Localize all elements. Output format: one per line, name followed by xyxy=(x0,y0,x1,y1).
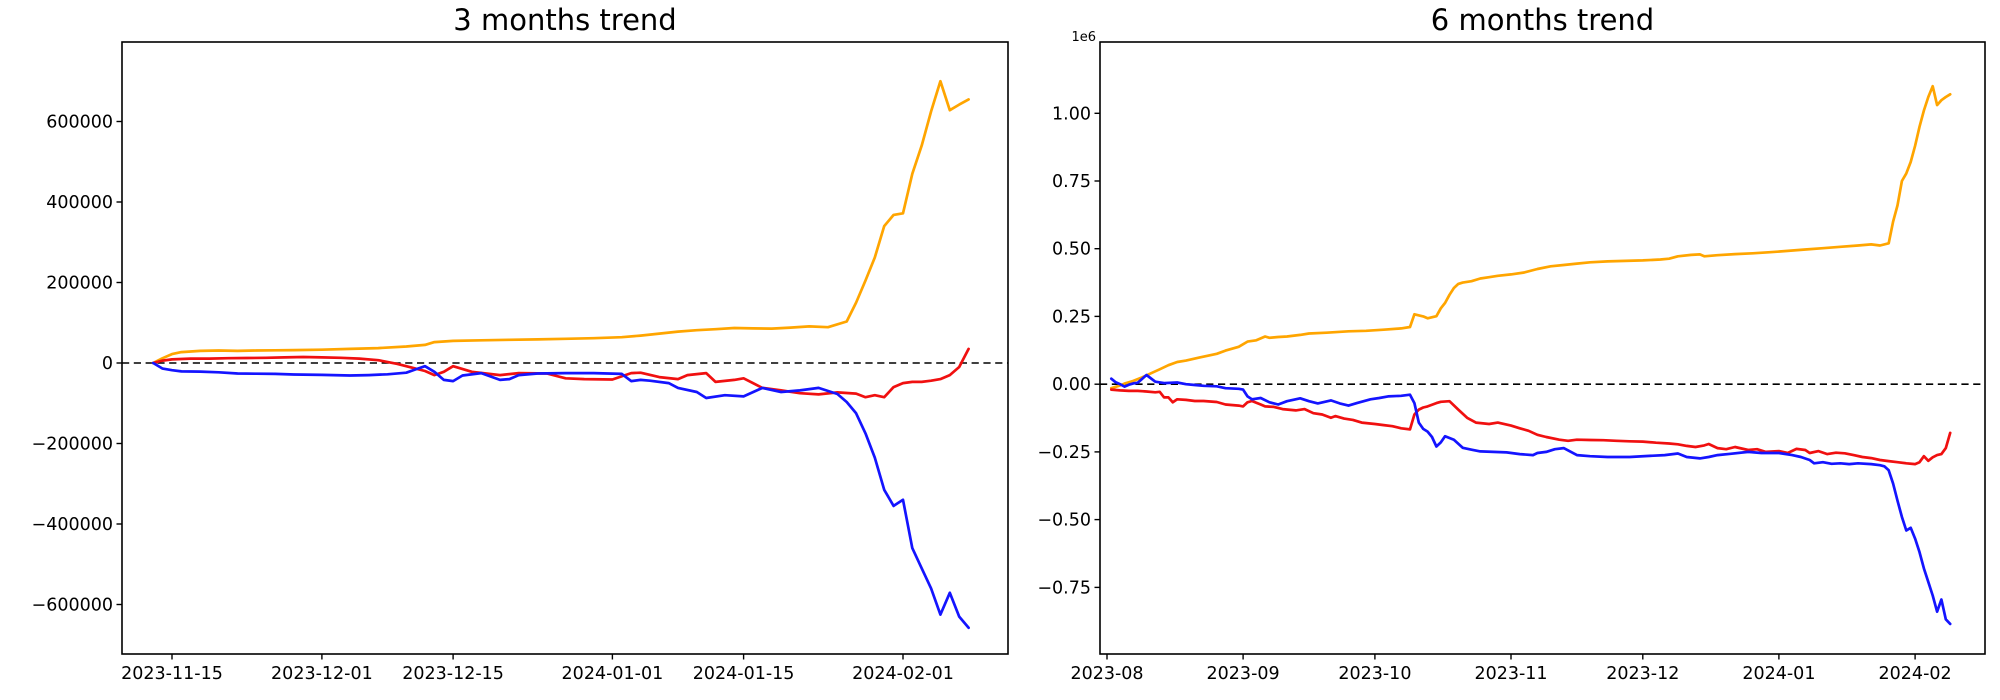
series-blue-line xyxy=(1109,373,1952,626)
x-tick-label: 2024-01-15 xyxy=(693,664,795,684)
chart-title-6-months: 6 months trend xyxy=(1430,3,1655,37)
x-tick-label: 2024-02-01 xyxy=(852,664,954,684)
series-red-line xyxy=(1109,388,1952,466)
x-tick-label: 2023-12-15 xyxy=(402,664,504,684)
chart-title-3-months: 3 months trend xyxy=(453,3,677,37)
y-tick-label: 0.75 xyxy=(1052,172,1091,192)
y-tick-label: −0.50 xyxy=(1037,511,1091,531)
y-tick-label: 0.25 xyxy=(1052,307,1091,327)
y-tick-label: 200000 xyxy=(46,274,113,294)
x-tick-label: 2023-10 xyxy=(1338,664,1411,684)
chart-6-months-trend: 2023-08 2023-09 2023-10 2023-11 2023-12 2024-… xyxy=(1037,41,1986,684)
y-tick-label: 0.50 xyxy=(1052,240,1091,260)
y-tick-label: −400000 xyxy=(32,515,113,535)
series-orange-line xyxy=(1109,84,1952,390)
series-red-line xyxy=(151,347,970,399)
chart-3-months-trend: 2023-11-15 2023-12-01 2023-12-15 2024-01-01… xyxy=(32,41,1009,684)
x-tick-label: 2023-11-15 xyxy=(121,664,223,684)
y-tick-label: −0.75 xyxy=(1037,578,1091,598)
series-orange-line xyxy=(151,79,970,365)
x-tick-label: 2024-02 xyxy=(1879,664,1952,684)
x-tick-label: 2023-08 xyxy=(1070,664,1143,684)
x-tick-label: 2024-01-01 xyxy=(562,664,664,684)
y-tick-label: −200000 xyxy=(32,435,113,455)
y-tick-label: −0.25 xyxy=(1037,443,1091,463)
x-tick-label: 2023-12 xyxy=(1606,664,1679,684)
y-tick-label: −600000 xyxy=(32,596,113,616)
plot-frame xyxy=(1099,41,1986,655)
y-tick-label: 600000 xyxy=(46,113,113,133)
series-blue-line xyxy=(151,361,970,630)
x-tick-label: 2024-01 xyxy=(1742,664,1815,684)
x-tick-label: 2023-12-01 xyxy=(271,664,373,684)
y-tick-label: 0 xyxy=(102,354,113,374)
x-tick-label: 2023-11 xyxy=(1474,664,1547,684)
y-tick-label: 0.00 xyxy=(1052,375,1091,395)
y-tick-label: 400000 xyxy=(46,193,113,213)
x-tick-label: 2023-09 xyxy=(1207,664,1280,684)
plot-frame xyxy=(121,41,1009,655)
y-axis-offset-label: 1e6 xyxy=(1071,30,1096,45)
y-tick-label: 1.00 xyxy=(1052,104,1091,124)
